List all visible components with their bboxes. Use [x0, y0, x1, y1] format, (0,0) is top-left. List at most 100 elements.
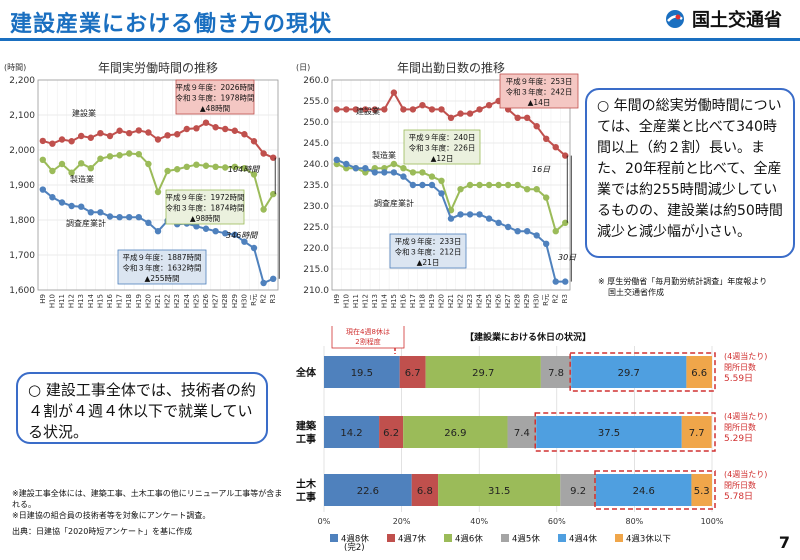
data-point: [58, 160, 66, 168]
bar-value-label: 24.6: [633, 486, 655, 497]
bar-value-label: 19.5: [351, 368, 373, 379]
annotation-text: 令和３年度：226日: [409, 143, 476, 153]
x-tick-label: 60%: [548, 517, 566, 526]
data-point: [495, 181, 502, 189]
bar-value-label: 7.8: [548, 368, 564, 379]
data-point: [97, 155, 104, 162]
x-tick-label: H20: [144, 294, 152, 308]
data-point: [504, 223, 512, 231]
data-point: [438, 177, 445, 184]
data-point: [212, 124, 219, 131]
annotation-box: [165, 189, 245, 225]
data-point: [428, 106, 436, 113]
bar-segment: [403, 416, 508, 448]
source-line: 国土交通省作成: [608, 288, 664, 297]
legend-label: 4週5休: [512, 534, 540, 545]
x-tick-label: R2: [260, 294, 268, 303]
summary-box-holidays: ○ 建設工事全体では、技術者の約４割が４週４休以下で就業している状況。: [16, 372, 268, 444]
data-point: [457, 186, 464, 193]
x-tick-label: 100%: [701, 517, 724, 526]
bar-segment: [691, 474, 712, 506]
data-point: [533, 123, 540, 130]
x-tick-label: R元: [542, 294, 550, 306]
x-tick-label: H16: [399, 293, 407, 308]
data-point: [371, 169, 379, 176]
closed-days-note: (4週当たり): [724, 351, 767, 361]
y-tick-label: 1,800: [9, 216, 35, 226]
x-tick-label: H26: [202, 293, 210, 308]
org-name: 国土交通省: [692, 10, 782, 31]
data-point: [514, 228, 521, 235]
x-tick-label: H11: [352, 294, 360, 308]
data-point: [202, 162, 210, 169]
y-tick-label: 2,000: [9, 146, 35, 156]
bar-segment: [507, 416, 537, 448]
data-point: [193, 223, 200, 230]
closed-days-note: 閉所日数: [724, 362, 756, 372]
annotation-box: [403, 129, 481, 165]
data-point: [87, 165, 95, 172]
bar-value-label: 29.7: [472, 368, 494, 379]
bar-value-label: 29.7: [618, 368, 640, 379]
data-point: [457, 110, 464, 117]
x-tick-label: 40%: [470, 517, 488, 526]
category-label: 全体: [295, 366, 317, 379]
data-point: [250, 244, 258, 252]
data-point: [428, 173, 436, 180]
annotation-text: 平成９年度：1972時間: [165, 192, 244, 202]
y-tick-label: 240.0: [303, 160, 329, 170]
data-point: [514, 181, 521, 189]
y-tick-label: 250.0: [303, 118, 329, 128]
legend-label: 4週7休: [398, 534, 426, 545]
legend-label: 4週3休以下: [626, 534, 671, 545]
data-point: [333, 106, 340, 113]
data-point: [270, 275, 277, 282]
annotation-box: [117, 249, 207, 285]
x-tick-label: R2: [552, 294, 560, 303]
data-point: [438, 106, 445, 113]
data-point: [562, 219, 569, 226]
x-tick-label: H16: [106, 293, 114, 308]
data-point: [154, 136, 162, 143]
bar-value-label: 6.8: [417, 486, 433, 497]
legend-label: 4週4休: [569, 534, 597, 545]
data-point: [164, 132, 171, 139]
data-point: [485, 215, 493, 222]
y-tick-label: 230.0: [303, 202, 329, 212]
highlight-box: [594, 470, 716, 510]
data-point: [68, 138, 75, 145]
data-point: [552, 278, 559, 285]
page-title: 建設産業における働き方の現状: [10, 12, 333, 37]
data-point: [260, 150, 267, 157]
bar-value-label: 26.9: [444, 428, 466, 439]
data-point: [174, 131, 181, 138]
x-tick-label: H21: [447, 294, 455, 308]
data-point: [260, 206, 267, 213]
x-tick-label: H29: [231, 294, 239, 308]
x-tick-label: H21: [154, 294, 162, 308]
data-point: [390, 160, 398, 168]
data-point: [231, 127, 238, 134]
closed-days-note: (4週当たり): [724, 411, 767, 421]
data-point: [533, 232, 540, 239]
summary-box-hours: ○ 年間の総実労働時間については、全産業と比べて340時間以上（約２割）長い。ま…: [585, 88, 795, 258]
y-tick-label: 225.0: [303, 223, 329, 233]
mlit-logo-icon: [666, 10, 684, 28]
x-tick-label: H18: [418, 294, 426, 308]
data-point: [126, 130, 133, 137]
y-tick-label: 2,200: [9, 76, 35, 86]
data-point: [419, 102, 426, 109]
annotation-box: [499, 73, 579, 109]
summary-text-hours: ○ 年間の総実労働時間については、全産業と比べて340時間以上（約２割）長い。ま…: [597, 98, 783, 240]
data-point: [523, 186, 531, 193]
data-point: [390, 169, 398, 176]
data-point: [390, 89, 398, 96]
data-point: [270, 154, 277, 161]
bar-segment: [686, 356, 712, 388]
data-point: [174, 166, 181, 173]
x-tick-label: H9: [333, 294, 341, 304]
bar-segment: [536, 416, 682, 448]
data-point: [562, 278, 569, 285]
data-point: [135, 151, 142, 158]
x-tick-label: 80%: [626, 517, 644, 526]
